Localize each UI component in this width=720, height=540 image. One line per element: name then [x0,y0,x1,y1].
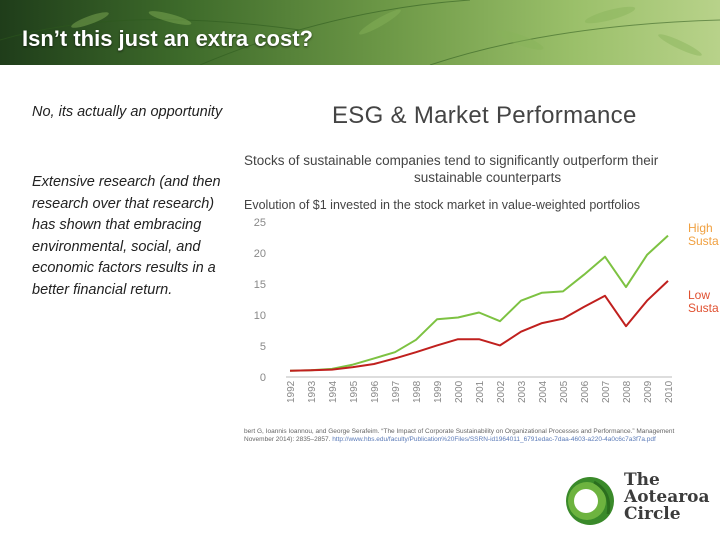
logo-wordmark: The Aotearoa Circle [624,472,710,523]
series-label: Susta [688,234,719,248]
x-tick-label: 2007 [601,380,612,403]
x-tick-label: 1998 [412,380,423,403]
series-label: Susta [688,301,719,315]
x-axis-ticks: 1992 1993 1994 1995 1996 1997 1998 1999 2000 2001… [286,380,675,403]
x-tick-label: 1999 [433,380,444,403]
x-tick-label: 1993 [307,380,318,403]
fern-leaves-decoration [0,0,720,65]
y-axis-ticks: 0 5 10 15 20 25 [254,217,266,384]
y-tick-label: 5 [260,341,266,353]
x-tick-label: 1997 [391,380,402,403]
x-tick-label: 1995 [349,380,360,403]
slide-title: Isn’t this just an extra cost? [22,26,313,51]
series-line-low [289,280,669,372]
source-citation: bert G, Ioannis Ioannou, and George Sera… [244,428,720,444]
figure-subtitle-line1: Stocks of sustainable companies tend to … [244,153,659,168]
x-tick-label: 2003 [517,380,528,403]
x-tick-label: 2009 [643,380,654,403]
x-tick-label: 2000 [454,380,465,403]
x-tick-label: 2006 [580,380,591,403]
x-tick-label: 2004 [538,380,549,403]
x-tick-label: 1992 [286,380,297,403]
green-circle-icon [566,477,614,525]
series-lines [289,234,669,372]
series-line-high [289,234,669,372]
x-tick-label: 1996 [370,380,381,403]
y-tick-label: 10 [254,310,266,322]
x-tick-label: 2010 [664,380,675,403]
x-tick-label: 2002 [496,380,507,403]
research-paragraph: Extensive research (and then research ov… [32,174,221,298]
aotearoa-circle-logo: The Aotearoa Circle [564,470,714,530]
logo-line-circle: Circle [624,504,681,524]
fern-banner: Isn’t this just an extra cost? [0,0,720,65]
series-label: Low [688,288,710,302]
y-tick-label: 15 [254,279,266,291]
figure-subtitle-line2: sustainable counterparts [414,170,562,185]
source-citation-line2: November 2014): 2835–2857. http://www.hb… [244,436,720,444]
x-tick-label: 1994 [328,380,339,403]
opportunity-paragraph: No, its actually an opportunity [32,104,223,120]
source-citation-line1: bert G, Ioannis Ioannou, and George Sera… [244,428,675,435]
source-citation-link[interactable]: http://www.hbs.edu/faculty/Publication%2… [332,436,656,443]
figure-heading: ESG & Market Performance [332,102,637,129]
series-label: High [688,221,713,235]
source-citation-prefix: November 2014): 2835–2857. [244,436,331,443]
chart-caption: Evolution of $1 invested in the stock ma… [244,198,641,212]
logo-line-the: The [624,470,660,490]
y-tick-label: 20 [254,248,266,260]
x-tick-label: 2008 [622,380,633,403]
x-tick-label: 2001 [475,380,486,403]
x-tick-label: 2005 [559,380,570,403]
y-tick-label: 25 [254,217,266,229]
y-tick-label: 0 [260,372,266,384]
logo-line-aotearoa: Aotearoa [624,487,710,507]
